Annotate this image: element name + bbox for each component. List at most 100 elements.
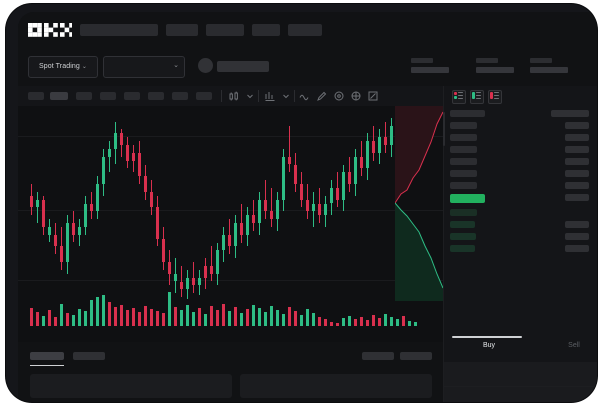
line-tool-icon[interactable]: [299, 90, 311, 102]
orderbook-row[interactable]: [565, 122, 589, 129]
orderbook-row[interactable]: [450, 146, 477, 153]
orderbook-row[interactable]: [450, 182, 477, 189]
volume-bar: [366, 320, 369, 326]
candle-body: [96, 184, 99, 212]
timeframe-4[interactable]: [100, 92, 116, 100]
candle-body: [318, 203, 321, 216]
volume-bar: [204, 314, 207, 326]
timeframe-6[interactable]: [148, 92, 164, 100]
volume-bar: [222, 304, 225, 326]
timeframe-1[interactable]: [28, 92, 44, 100]
nav-item-5[interactable]: [288, 24, 322, 36]
candle-body: [306, 199, 309, 212]
pencil-icon[interactable]: [316, 90, 328, 102]
bottom-action-1[interactable]: [362, 352, 394, 360]
pair-select[interactable]: ⌄: [103, 56, 185, 78]
volume-bar: [102, 295, 105, 326]
stat-value: [530, 67, 568, 73]
orderbook-row[interactable]: [565, 146, 589, 153]
fullscreen-icon[interactable]: [367, 90, 379, 102]
orderbook-row[interactable]: [450, 245, 475, 252]
candle-body: [390, 125, 393, 145]
volume-bar: [144, 306, 147, 326]
volume-bar: [372, 315, 375, 326]
candle-body: [228, 234, 231, 247]
orderbook-row[interactable]: [450, 134, 477, 141]
orderbook-mode-buy-only-icon[interactable]: [470, 90, 484, 104]
orderbook-row[interactable]: [450, 170, 477, 177]
candle-body: [366, 141, 369, 169]
orderbook-row[interactable]: [450, 158, 477, 165]
nav-item-2[interactable]: [166, 24, 198, 36]
candle-body: [108, 148, 111, 157]
candle-wick: [211, 246, 212, 282]
volume-bar: [294, 311, 297, 326]
timeframe-3[interactable]: [76, 92, 92, 100]
timeframe-8[interactable]: [196, 92, 212, 100]
orderbook-row[interactable]: [565, 233, 589, 240]
bottom-tab-1[interactable]: [30, 352, 64, 360]
candle-body: [120, 133, 123, 145]
chevron-down-icon[interactable]: [280, 90, 292, 102]
orderbook-scrollbar[interactable]: [443, 112, 445, 146]
price-chart[interactable]: [18, 106, 443, 342]
orderbook-row[interactable]: [565, 221, 589, 228]
volume-bar: [246, 309, 249, 326]
candle-body: [48, 226, 51, 235]
volume-bar: [360, 317, 363, 326]
orderbook-mode-sell-only-icon[interactable]: [488, 90, 502, 104]
volume-bar: [30, 308, 33, 326]
candlestick-icon[interactable]: [228, 90, 240, 102]
volume-bar: [84, 311, 87, 326]
orderbook-row[interactable]: [450, 221, 475, 228]
volume-bar: [42, 316, 45, 326]
timeframe-7[interactable]: [172, 92, 188, 100]
orderbook-row[interactable]: [450, 122, 477, 129]
nav-item-3[interactable]: [206, 24, 244, 36]
toolbar-divider: [258, 90, 259, 102]
candle-body: [378, 137, 381, 153]
orderbook-mode-both-icon[interactable]: [452, 90, 466, 104]
tab-buy[interactable]: Buy: [482, 342, 496, 349]
orderbook-row[interactable]: [565, 245, 589, 252]
candle-body: [72, 223, 75, 235]
orderbook-row[interactable]: [450, 110, 485, 117]
settings-icon[interactable]: [350, 90, 362, 102]
orderbook-best-price[interactable]: [450, 194, 485, 203]
candle-body: [150, 191, 153, 208]
bottom-tab-2[interactable]: [73, 352, 105, 360]
orderbook-row[interactable]: [565, 170, 589, 177]
nav-item-4[interactable]: [252, 24, 280, 36]
candle-body: [300, 184, 303, 200]
timeframe-5[interactable]: [124, 92, 140, 100]
candle-body: [324, 203, 327, 216]
orderbook-row[interactable]: [565, 182, 589, 189]
okx-logo[interactable]: [28, 23, 72, 37]
market-type-button[interactable]: Spot Trading ⌄: [28, 56, 98, 78]
timeframe-2[interactable]: [50, 92, 68, 100]
volume-bar: [330, 322, 333, 326]
bottom-card-1[interactable]: [30, 374, 232, 398]
volume-bar: [48, 310, 51, 326]
orderbook-row[interactable]: [551, 110, 589, 117]
device-frame: Spot Trading ⌄ ⌄: [6, 4, 597, 402]
nav-item-1[interactable]: [80, 24, 158, 36]
orderbook-row[interactable]: [450, 209, 477, 216]
volume-bar: [36, 312, 39, 326]
magnet-icon[interactable]: [333, 90, 345, 102]
volume-bar: [258, 308, 261, 326]
orderbook-row[interactable]: [450, 233, 476, 240]
chevron-down-icon[interactable]: [244, 90, 256, 102]
orderbook-row[interactable]: [565, 158, 589, 165]
indicator-icon[interactable]: [264, 90, 276, 102]
tab-sell[interactable]: Sell: [568, 342, 580, 349]
order-form-row-1[interactable]: [444, 362, 597, 387]
orderbook-row[interactable]: [565, 194, 589, 201]
order-form-row-2[interactable]: [444, 387, 597, 402]
orderbook-rows[interactable]: [444, 108, 597, 266]
bottom-panel: [18, 342, 443, 402]
bottom-action-2[interactable]: [400, 352, 432, 360]
bottom-card-2[interactable]: [240, 374, 432, 398]
volume-bar: [150, 309, 153, 326]
orderbook-row[interactable]: [565, 134, 589, 141]
